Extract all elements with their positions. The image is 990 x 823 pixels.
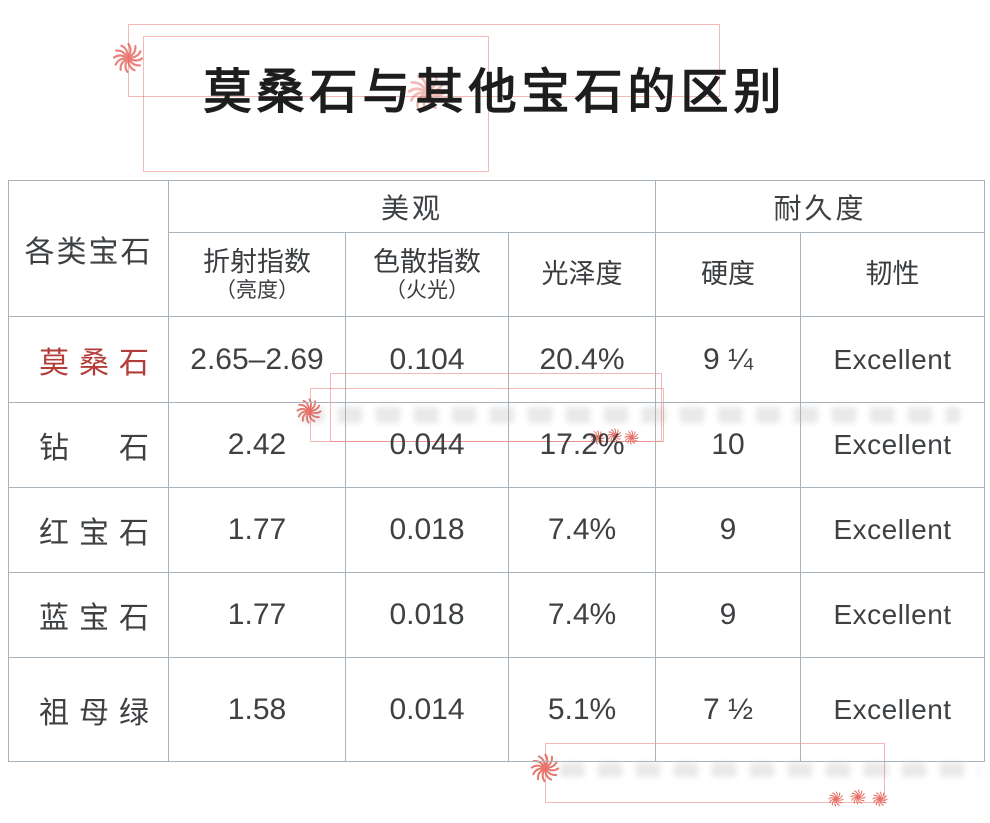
cell-luster: 20.4% — [507, 316, 657, 403]
col-header-sublabel: （亮度） — [215, 278, 299, 302]
gem-name-cell: 蓝宝石 — [8, 572, 169, 658]
gem-comparison-table: 各类宝石 美观 耐久度 折射指数 （亮度） 色散指数 （火光） 光泽度 硬度 — [8, 180, 986, 762]
cell-hardness: 7 ½ — [655, 657, 802, 762]
cell-dispersion: 0.018 — [345, 487, 509, 573]
cell-toughness: Excellent — [800, 402, 986, 488]
col-header-label: 光泽度 — [541, 258, 623, 289]
col-header-label: 硬度 — [701, 258, 756, 289]
cell-hardness: 9 — [655, 572, 802, 658]
group-header-beauty: 美观 — [167, 180, 657, 233]
table-row-ruby: 红宝石 1.77 0.018 7.4% 9 Excellent — [8, 487, 986, 573]
cell-luster: 7.4% — [507, 572, 657, 658]
watermark-flower-icon — [872, 791, 888, 807]
watermark-flower-icon — [850, 789, 866, 805]
gem-name-cell: 祖母绿 — [8, 657, 169, 762]
cell-dispersion: 0.104 — [345, 316, 509, 403]
page-title: 莫桑石与其他宝石的区别 — [203, 66, 787, 119]
cell-toughness: Excellent — [800, 316, 986, 403]
cell-luster: 5.1% — [507, 657, 657, 762]
watermark-ghost-text — [560, 763, 980, 777]
cell-toughness: Excellent — [800, 572, 986, 658]
cell-refraction: 2.65–2.69 — [168, 316, 346, 403]
watermark-flower-icon — [828, 791, 844, 807]
table-row-moissanite: 莫桑石 2.65–2.69 0.104 20.4% 9 ¼ Excellent — [8, 316, 986, 403]
table-row-diamond: 钻 石 2.42 0.044 17.2% 10 Excellent — [8, 402, 986, 488]
cell-toughness: Excellent — [800, 487, 986, 573]
cell-refraction: 2.42 — [168, 402, 346, 488]
col-header-label: 色散指数 — [373, 246, 481, 277]
table-row-sapphire: 蓝宝石 1.77 0.018 7.4% 9 Excellent — [8, 572, 986, 658]
col-header-dispersion: 色散指数 （火光） — [345, 232, 509, 317]
col-header-sublabel: （火光） — [385, 278, 469, 302]
cell-refraction: 1.58 — [168, 657, 346, 762]
col-header-toughness: 韧性 — [800, 232, 986, 317]
col-header-luster: 光泽度 — [507, 232, 657, 317]
cell-hardness: 9 — [655, 487, 802, 573]
cell-luster: 17.2% — [507, 402, 657, 488]
col-header-label: 折射指数 — [203, 246, 311, 277]
group-header-row: 各类宝石 美观 耐久度 — [8, 180, 986, 317]
cell-hardness: 9 ¼ — [655, 316, 802, 403]
column-header-row: 折射指数 （亮度） 色散指数 （火光） 光泽度 硬度 韧性 — [9, 232, 986, 317]
table-row-emerald: 祖母绿 1.58 0.014 5.1% 7 ½ Excellent — [8, 657, 986, 762]
gem-name-cell: 红宝石 — [8, 487, 169, 573]
col-header-refractive-index: 折射指数 （亮度） — [168, 232, 346, 317]
cell-refraction: 1.77 — [168, 572, 346, 658]
cell-luster: 7.4% — [507, 487, 657, 573]
gem-name-cell: 莫桑石 — [8, 316, 169, 403]
col-header-label: 韧性 — [865, 258, 920, 289]
cell-dispersion: 0.044 — [345, 402, 509, 488]
cell-dispersion: 0.014 — [345, 657, 509, 762]
group-header-durability: 耐久度 — [655, 180, 986, 233]
cell-toughness: Excellent — [800, 657, 986, 762]
cell-hardness: 10 — [655, 402, 802, 488]
cell-dispersion: 0.018 — [345, 572, 509, 658]
cell-refraction: 1.77 — [168, 487, 346, 573]
col-header-hardness: 硬度 — [655, 232, 802, 317]
gem-name-cell: 钻 石 — [8, 402, 169, 488]
row-header-gem-types: 各类宝石 — [8, 180, 169, 317]
